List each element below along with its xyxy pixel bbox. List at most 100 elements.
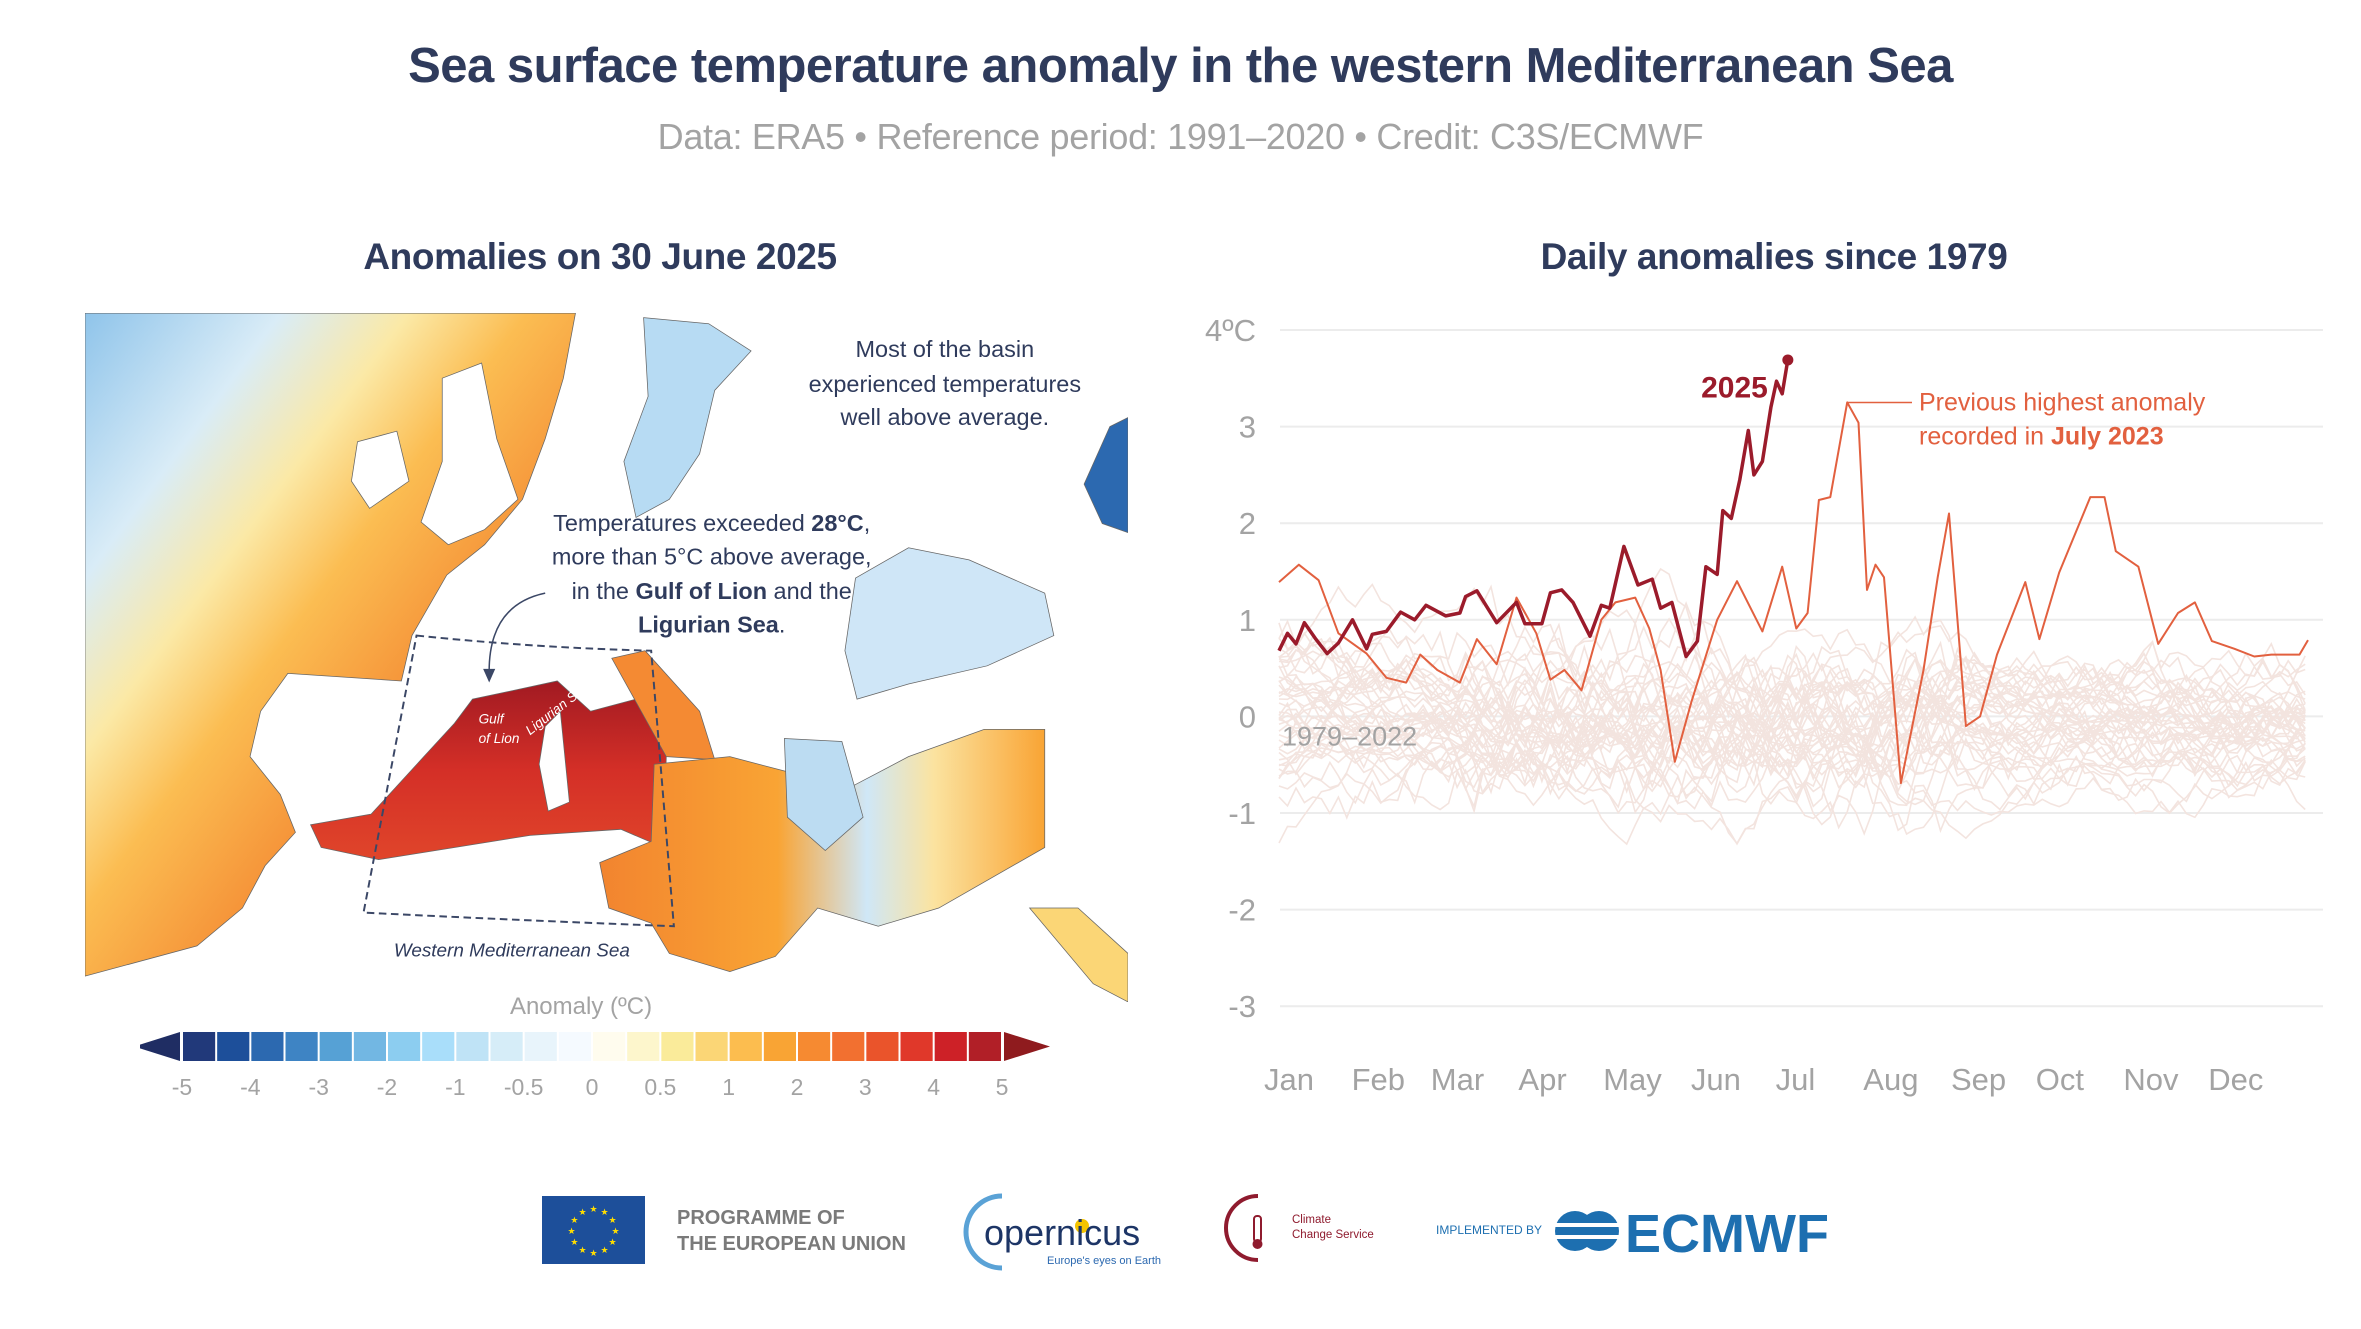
background-year-line [1278,660,2306,807]
background-year-line [1278,661,2306,754]
background-year-line [1278,640,2306,815]
colorbar-tick-label: 3 [859,1074,872,1100]
thermometer-icon [1253,1215,1262,1243]
colorbar-tick-label: 5 [996,1074,1009,1100]
eu-star-icon: ★ [609,1215,617,1225]
svg-text:Europe's eyes on Earth: Europe's eyes on Earth [1047,1255,1161,1267]
background-year-line [1278,583,2306,785]
colorbar-swatch [422,1032,455,1061]
caspian-sea [1083,417,1128,534]
background-series-label: 1979–2022 [1282,721,1417,751]
great-britain [420,362,519,546]
map-title: Anomalies on 30 June 2025 [363,236,837,277]
background-year-line [1278,683,2306,764]
colorbar-swatch [729,1032,762,1061]
y-tick-label: 4ºC [1205,313,1256,348]
x-tick-label: Jul [1776,1062,1816,1097]
copernicus-dot-icon [1075,1219,1089,1233]
colorbar-swatch [388,1032,421,1061]
colorbar-title: Anomaly (ºC) [510,993,652,1020]
eu-star-icon: ★ [578,1207,586,1217]
eu-star-icon: ★ [611,1226,619,1236]
colorbar-swatch [934,1032,967,1061]
ireland [351,430,410,509]
colorbar-swatch [490,1032,523,1061]
c3s-logo: Climate Change Service [1224,1194,1374,1262]
colorbar-swatch [319,1032,352,1061]
colorbar-over-arrow [1004,1032,1050,1061]
colorbar-swatch [627,1032,660,1061]
red-sea [1028,907,1128,1002]
series-2025-endpoint [1782,354,1794,366]
colorbar-tick-label: -0.5 [504,1074,544,1100]
colorbar-swatch [968,1032,1001,1061]
colorbar-swatch [593,1032,626,1061]
background-year-line [1278,622,2306,796]
x-tick-label: May [1603,1062,1662,1097]
x-tick-label: Sep [1951,1062,2006,1097]
colorbar-tick-label: 2 [791,1074,804,1100]
previous-record-label: Previous highest anomaly [1919,388,2206,416]
colorbar-swatch [798,1032,831,1061]
eu-star-icon: ★ [578,1245,586,1255]
svg-text:Change Service: Change Service [1292,1229,1374,1241]
colorbar-swatch [183,1032,216,1061]
eu-programme-text: PROGRAMME OF THE EUROPEAN UNION [677,1207,906,1255]
colorbar-swatch [695,1032,728,1061]
colorbar-swatch [456,1032,489,1061]
x-tick-label: Oct [2036,1062,2085,1097]
corsica-sardinia [538,710,570,812]
western-mediterranean [310,680,667,860]
colorbar-tick-label: 0 [586,1074,599,1100]
previous-record-label: recorded in July 2023 [1919,422,2164,450]
adriatic-sea [611,650,716,761]
colorbar-swatch [353,1032,386,1061]
eu-star-icon: ★ [589,1204,597,1214]
anomaly-map: Most of the basin experienced temperatur… [85,313,1128,1002]
y-tick-label: -3 [1228,989,1256,1024]
hot-annotation-line: Ligurian Sea. [638,612,785,638]
gulf-of-lion-label: Gulf [479,711,505,726]
eu-star-icon: ★ [609,1237,617,1247]
svg-text:ECMWF: ECMWF [1625,1204,1829,1260]
colorbar-tick-label: -1 [445,1074,465,1100]
y-tick-label: 2 [1239,506,1256,541]
svg-text:Climate: Climate [1292,1214,1331,1226]
basin-annotation-line: experienced temperatures [809,371,1081,397]
y-tick-label: -1 [1228,796,1256,831]
background-year-line [1278,625,2306,777]
colorbar-swatch [866,1032,899,1061]
background-year-line [1278,650,2306,788]
arrow-head-icon [483,668,496,683]
eu-star-icon: ★ [589,1248,597,1258]
series-line-july-2023 [1278,401,2309,785]
eu-star-icon: ★ [567,1226,575,1236]
background-year-line [1278,671,2306,758]
x-tick-label: Aug [1863,1062,1918,1097]
colorbar-tick-label: -3 [308,1074,328,1100]
background-year-line [1278,685,2306,798]
colorbar-swatch [217,1032,250,1061]
colorbar-tick-label: 0.5 [644,1074,676,1100]
background-year-line [1278,682,2306,814]
colorbar-swatch [558,1032,591,1061]
x-tick-label: Mar [1431,1062,1484,1097]
colorbar-swatch [763,1032,796,1061]
colorbar-swatch [900,1032,933,1061]
series-line-2025 [1277,359,1790,659]
colorbar-tick-label: -2 [377,1074,397,1100]
page-subtitle: Data: ERA5 • Reference period: 1991–2020… [657,116,1704,157]
eu-flag-logo: ★ ★★★★★★★★★★★ [542,1196,645,1264]
basin-annotation-line: well above average. [840,404,1050,430]
region-label: Western Mediterranean Sea [394,940,630,961]
gulf-of-lion-label: of Lion [479,731,520,746]
colorbar-legend: Anomaly (ºC) -5 -4 -3 -2 -1 -0.5 0 0.5 1 2 3 4 5 [140,993,1050,1100]
colorbar-tick-label: 4 [927,1074,940,1100]
colorbar-tick-label: -5 [172,1074,192,1100]
y-tick-label: -2 [1228,893,1256,928]
series-2025-label: 2025 [1701,372,1768,405]
hot-annotation-line: in the Gulf of Lion and the [572,578,852,604]
colorbar-swatch [285,1032,318,1061]
hot-annotation-line: more than 5°C above average, [552,543,872,569]
x-tick-label: Nov [2123,1062,2179,1097]
